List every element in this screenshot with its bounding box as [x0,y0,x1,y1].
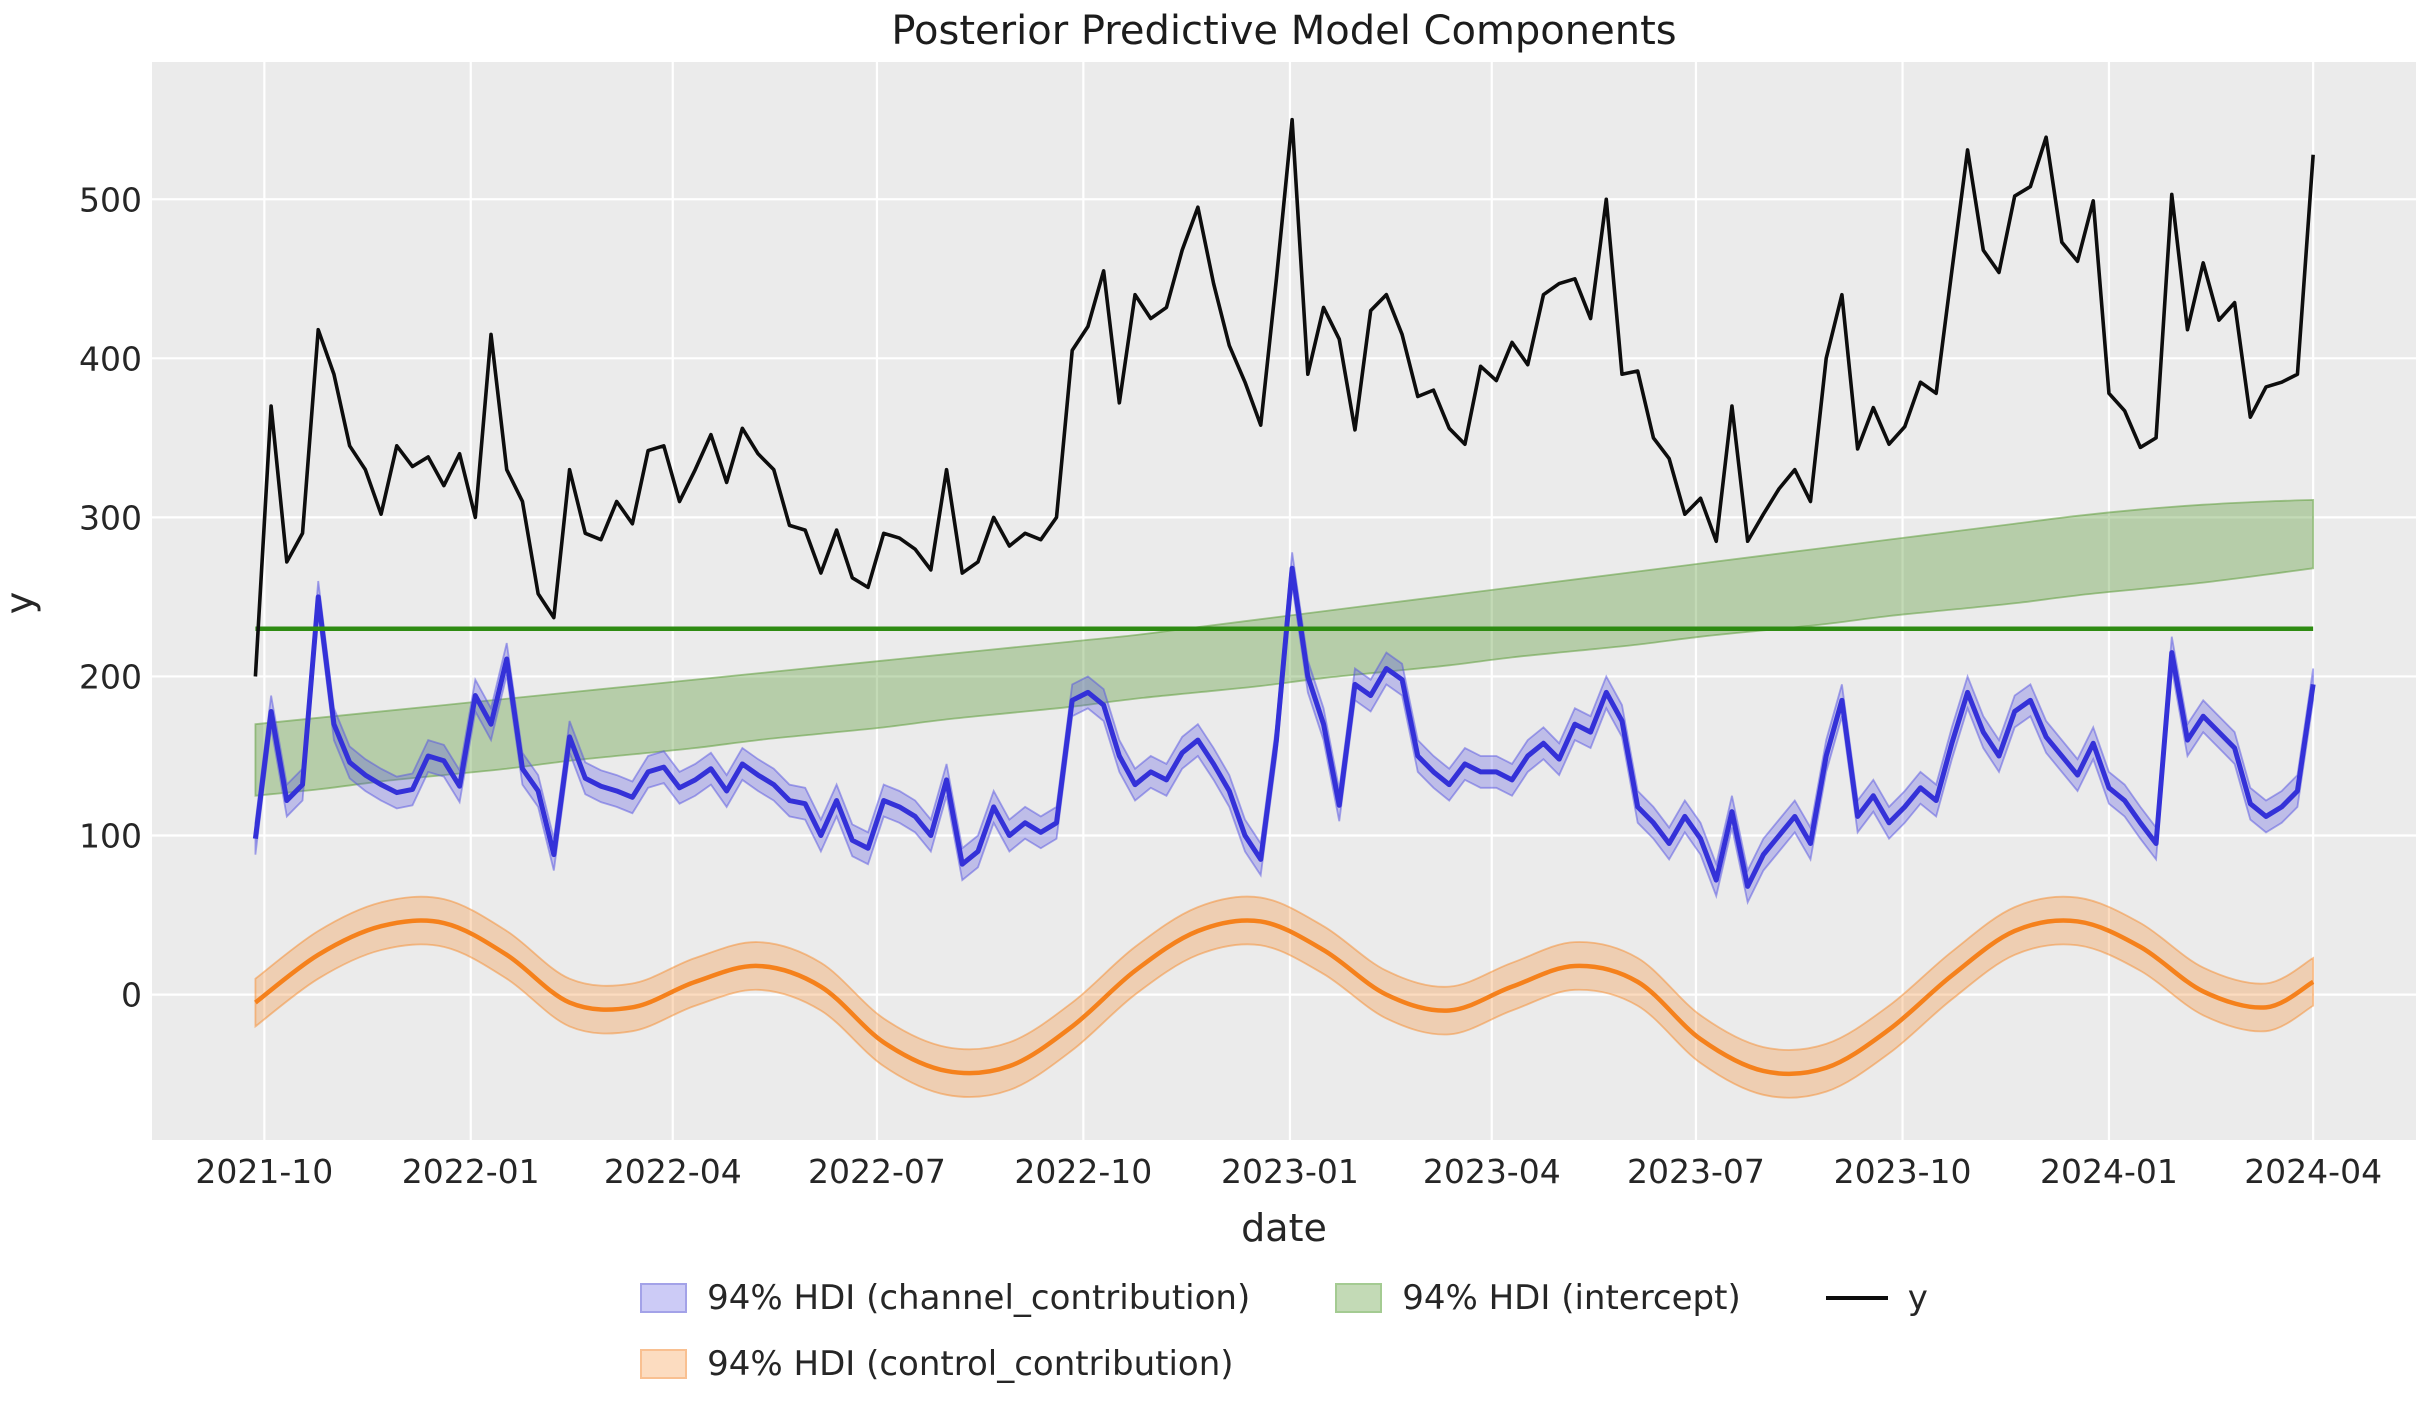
y-line-swatch-icon [1825,1296,1888,1300]
svg-text:2024-01: 2024-01 [2040,1152,2178,1191]
svg-text:100: 100 [79,817,142,856]
legend-item-y: y [1825,1278,1928,1318]
svg-text:2023-10: 2023-10 [1834,1152,1972,1191]
svg-text:500: 500 [79,180,142,219]
x-axis-label: date [1241,1206,1327,1250]
svg-text:0: 0 [121,976,142,1015]
svg-text:300: 300 [79,498,142,537]
intercept-hdi-swatch-icon [1335,1283,1383,1313]
legend-item-intercept: 94% HDI (intercept) [1335,1278,1741,1318]
legend-label-channel: 94% HDI (channel_contribution) [707,1278,1251,1318]
legend-label-intercept: 94% HDI (intercept) [1402,1278,1741,1318]
control-hdi-swatch-icon [640,1349,688,1379]
svg-text:200: 200 [79,657,142,696]
svg-text:2022-01: 2022-01 [402,1152,540,1191]
legend: 94% HDI (channel_contribution) 94% HDI (… [152,1278,2416,1384]
svg-text:2022-04: 2022-04 [604,1152,742,1191]
chart-title: Posterior Predictive Model Components [891,8,1677,54]
channel-hdi-swatch-icon [640,1283,688,1313]
svg-text:2024-04: 2024-04 [2244,1152,2382,1191]
legend-label-y: y [1907,1278,1928,1318]
y-axis-label: y [0,591,42,615]
svg-text:2023-07: 2023-07 [1627,1152,1765,1191]
svg-text:2021-10: 2021-10 [195,1152,333,1191]
legend-item-control-contribution: 94% HDI (control_contribution) [640,1344,1250,1384]
svg-text:2023-04: 2023-04 [1423,1152,1561,1191]
svg-text:2022-07: 2022-07 [808,1152,946,1191]
svg-text:400: 400 [79,339,142,378]
legend-label-control: 94% HDI (control_contribution) [707,1344,1234,1384]
svg-text:2023-01: 2023-01 [1221,1152,1359,1191]
svg-text:2022-10: 2022-10 [1014,1152,1152,1191]
legend-item-channel-contribution: 94% HDI (channel_contribution) [640,1278,1250,1318]
